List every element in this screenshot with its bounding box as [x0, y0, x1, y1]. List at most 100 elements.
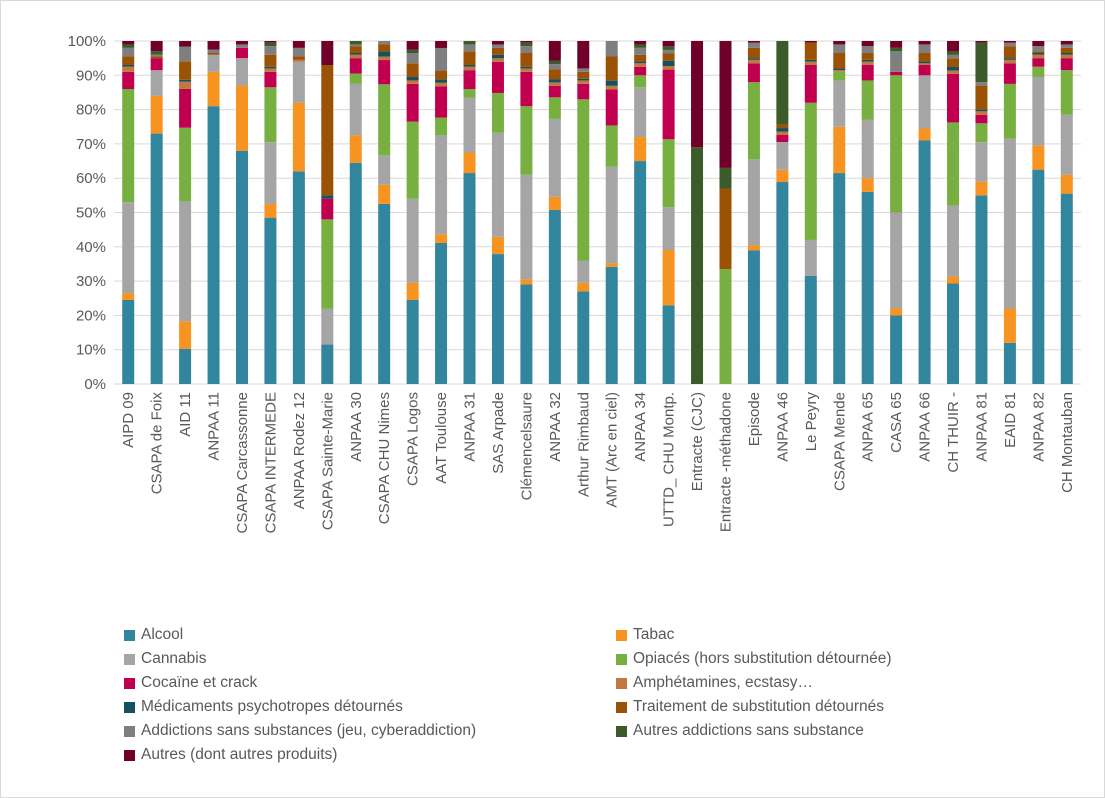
- bar-segment: [861, 46, 874, 54]
- bar-stack: [975, 41, 988, 384]
- bar-segment: [463, 70, 476, 90]
- bar-segment: [548, 64, 561, 70]
- bar-segment: [349, 41, 362, 45]
- bar-stack: [548, 41, 561, 384]
- bar-segment: [577, 282, 590, 292]
- bar-segment: [890, 41, 903, 48]
- bar-segment: [634, 66, 647, 76]
- bar-segment: [349, 53, 362, 55]
- bar-segment: [947, 51, 960, 55]
- bar-segment: [662, 46, 675, 50]
- x-tick-label: CSAPA Carcassonne: [234, 392, 251, 533]
- bar-segment: [321, 308, 334, 345]
- bar-segment: [1003, 342, 1016, 384]
- bar-segment: [947, 70, 960, 74]
- bar-segment: [833, 41, 846, 45]
- bar-segment: [1032, 54, 1045, 59]
- bar-stack: [634, 41, 647, 384]
- bar-segment: [975, 85, 988, 110]
- bar-segment: [548, 97, 561, 119]
- bar-segment: [491, 254, 504, 384]
- bar-segment: [435, 242, 448, 384]
- bar-segment: [634, 161, 647, 384]
- bar-segment: [264, 46, 277, 55]
- bar-segment: [577, 83, 590, 100]
- legend-swatch: [616, 629, 627, 641]
- bar-segment: [264, 142, 277, 204]
- bar-segment: [634, 87, 647, 138]
- x-tick-label: Entracte -méthadone: [717, 392, 734, 532]
- bar-segment: [833, 70, 846, 72]
- bar-segment: [691, 41, 704, 148]
- bar-segment: [491, 44, 504, 48]
- bar-segment: [804, 275, 817, 384]
- bar-segment: [122, 44, 135, 48]
- y-axis-tick-labels: 0% 10% 20% 30% 40% 50% 60% 70% 80% 90% 100%: [68, 33, 106, 393]
- bar-stack: [1060, 41, 1073, 384]
- bar-segment: [179, 41, 192, 47]
- y-tick-label: 10%: [76, 342, 106, 359]
- legend-item: Cocaïne et crack: [124, 672, 257, 694]
- bar-segment: [634, 41, 647, 45]
- bar-segment: [1060, 44, 1073, 48]
- bar-segment: [947, 58, 960, 67]
- x-axis-tick-labels: AIPD 09 CSAPA de Foix AID 11 ANPAA 11 CSAPA …: [120, 392, 1076, 534]
- bar-segment: [890, 212, 903, 309]
- legend-item: Tabac: [616, 624, 674, 646]
- y-tick-label: 30%: [76, 273, 106, 290]
- bar-segment: [577, 71, 590, 79]
- legend-label: Amphétamines, ecstasy…: [633, 674, 814, 691]
- bar-stack: [292, 41, 305, 384]
- bar-segment: [406, 77, 419, 81]
- bar-segment: [122, 47, 135, 57]
- bar-segment: [634, 61, 647, 64]
- bar-segment: [207, 49, 220, 54]
- bar-segment: [235, 44, 248, 48]
- bar-segment: [747, 63, 760, 83]
- bar-segment: [1060, 114, 1073, 175]
- bar-segment: [406, 49, 419, 54]
- bar-segment: [321, 219, 334, 309]
- x-tick-label: AIPD 09: [120, 392, 137, 448]
- bar-segment: [349, 44, 362, 47]
- bar-segment: [890, 71, 903, 76]
- bar-segment: [747, 59, 760, 64]
- bar-stack: [122, 41, 135, 384]
- bar-segment: [1003, 83, 1016, 139]
- bar-segment: [150, 70, 163, 96]
- bar-segment: [520, 42, 533, 47]
- bar-segment: [491, 54, 504, 59]
- bar-segment: [605, 56, 618, 81]
- bar-segment: [577, 291, 590, 384]
- bar-segment: [833, 53, 846, 69]
- bar-stack: [491, 41, 504, 384]
- y-tick-label: 20%: [76, 307, 106, 324]
- bar-segment: [179, 88, 192, 128]
- bar-segment: [947, 54, 960, 59]
- bar-segment: [804, 42, 817, 60]
- bar-segment: [1032, 77, 1045, 146]
- bar-segment: [804, 102, 817, 240]
- bar-segment: [321, 41, 334, 66]
- bar-stack: [918, 41, 931, 384]
- bar-segment: [548, 60, 561, 65]
- bar-segment: [435, 135, 448, 235]
- bar-segment: [719, 269, 732, 384]
- bar-stack: [349, 41, 362, 384]
- bar-segment: [463, 65, 476, 67]
- bar-segment: [975, 41, 988, 43]
- bar-segment: [292, 59, 305, 62]
- bar-segment: [264, 87, 277, 143]
- bar-stack: [577, 41, 590, 384]
- bar-segment: [1003, 63, 1016, 84]
- y-tick-label: 80%: [76, 102, 106, 119]
- bar-segment: [804, 61, 817, 66]
- x-tick-label: AMT (Arc en ciel): [604, 392, 621, 508]
- bar-segment: [435, 41, 448, 48]
- bar-stack: [520, 41, 533, 384]
- bar-segment: [833, 71, 846, 81]
- bar-stack: [861, 41, 874, 384]
- bar-segment: [491, 41, 504, 45]
- bar-segment: [776, 135, 789, 142]
- bar-segment: [179, 61, 192, 80]
